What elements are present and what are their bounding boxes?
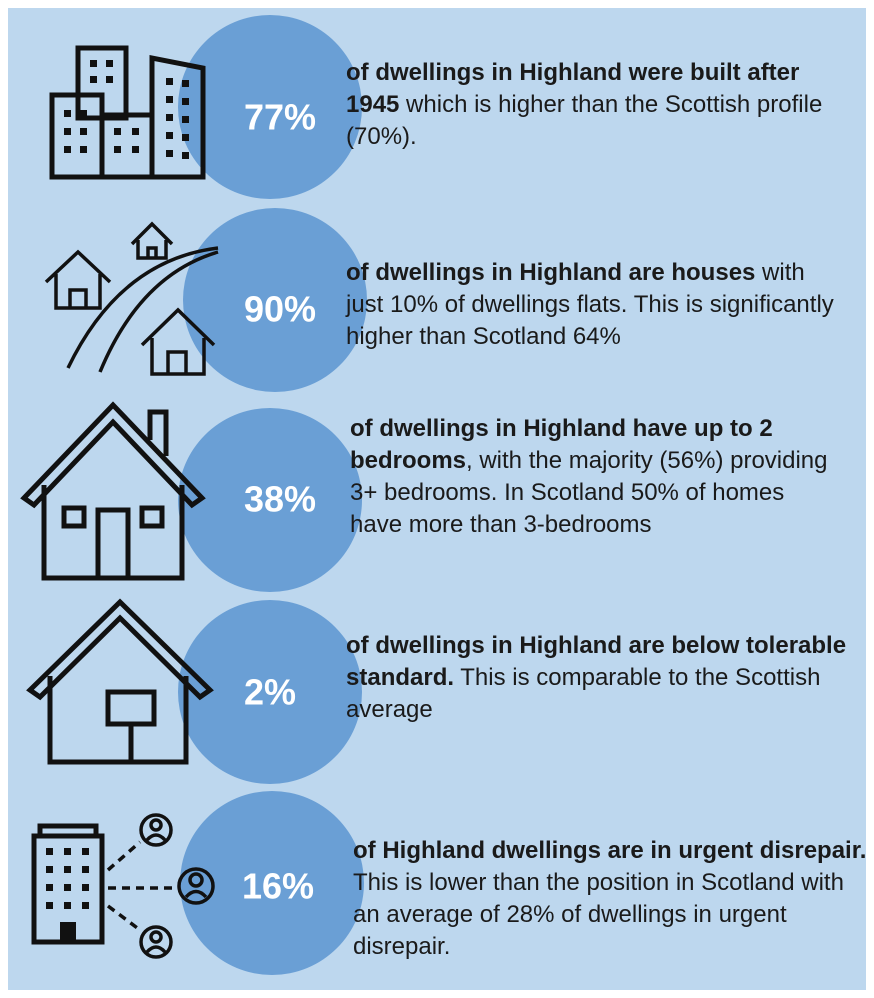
bold-text: of dwellings in Highland have up to 2 be…	[350, 415, 773, 474]
buildings-icon	[49, 45, 206, 180]
circle	[180, 791, 364, 975]
description: of Highland dwellings are in urgent disr…	[353, 835, 873, 963]
description: of dwellings in Highland have up to 2 be…	[350, 413, 840, 541]
house-sign-icon	[26, 598, 214, 765]
circle	[178, 408, 362, 592]
text: which is higher than the Scottish profil…	[346, 91, 823, 150]
percent: 90%	[244, 289, 316, 330]
circle	[183, 208, 367, 392]
bold-text: of Highland dwellings are in urgent disr…	[353, 837, 867, 864]
circle	[178, 15, 362, 199]
building-people-icon	[31, 813, 215, 959]
percent: 77%	[244, 97, 316, 138]
percent: 2%	[244, 672, 296, 713]
circles	[178, 15, 367, 975]
bold-text: of dwellings in Highland were built afte…	[346, 59, 800, 118]
percent: 38%	[244, 479, 316, 520]
text: , with the majority (56%) providing 3+ b…	[350, 447, 828, 538]
infographic: 77% 90% 38% 2% 16% of dwellings in Highland …	[8, 8, 866, 990]
bold-text: of dwellings in Highland are below toler…	[346, 632, 847, 691]
bold-text: of dwellings in Highland are houses	[346, 259, 756, 286]
circle	[178, 600, 362, 784]
description: of dwellings in Highland were built afte…	[346, 57, 826, 153]
text: with just 10% of dwellings flats. This i…	[346, 259, 834, 350]
house-icon	[20, 401, 206, 581]
graphics: 77% 90% 38% 2% 16%	[20, 15, 367, 975]
percent: 16%	[242, 866, 314, 907]
description: of dwellings in Highland are below toler…	[346, 630, 866, 726]
text: This is lower than the position in Scotl…	[353, 869, 844, 960]
text: This is comparable to the Scottish avera…	[346, 664, 821, 723]
houses-road-icon	[44, 221, 219, 376]
description: of dwellings in Highland are houses with…	[346, 257, 846, 353]
